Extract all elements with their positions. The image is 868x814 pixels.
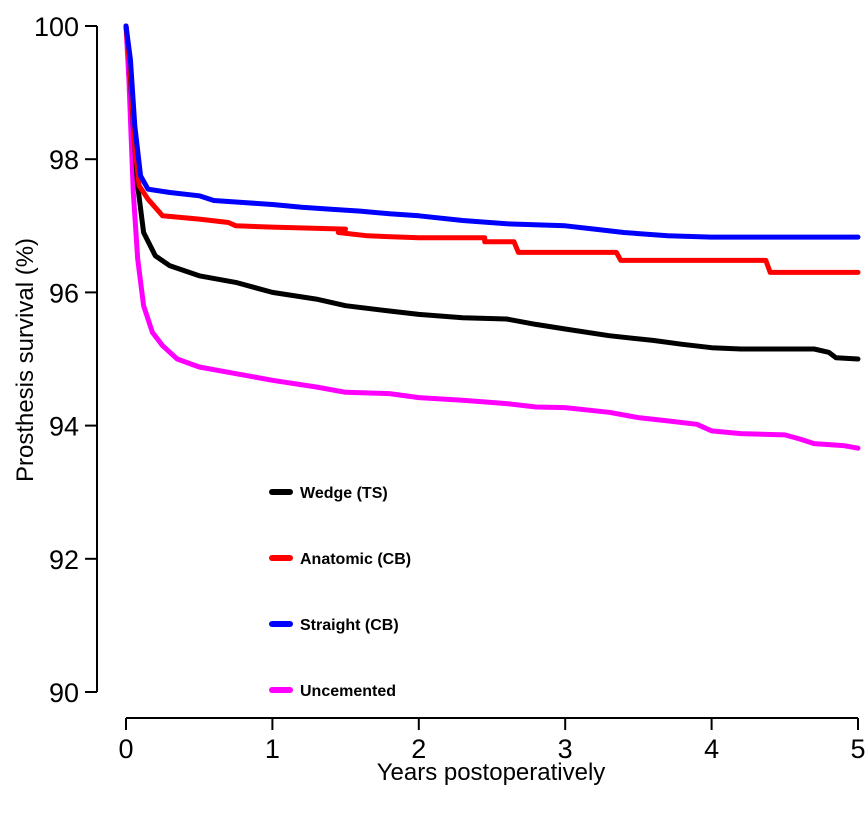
y-tick-label: 92 xyxy=(49,545,79,575)
series-line-anatomic-cb xyxy=(123,23,861,275)
series-lines xyxy=(123,23,861,451)
legend-label: Uncemented xyxy=(300,683,396,700)
x-axis: 0 1 2 3 4 5 xyxy=(118,717,866,764)
x-tick-label: 5 xyxy=(850,734,865,764)
x-tick-label: 0 xyxy=(118,734,133,764)
x-tick-label: 3 xyxy=(558,734,573,764)
y-tick-label: 94 xyxy=(49,412,79,442)
y-tick-label: 96 xyxy=(49,278,79,308)
x-tick-label: 4 xyxy=(704,734,719,764)
y-tick-label: 100 xyxy=(34,12,79,42)
y-tick-label: 98 xyxy=(49,145,79,175)
y-axis: 90 92 94 96 98 100 xyxy=(34,12,98,708)
legend-label: Straight (CB) xyxy=(300,617,399,634)
series-line-straight-cb xyxy=(123,23,861,240)
x-tick-label: 1 xyxy=(265,734,280,764)
series-line-uncemented xyxy=(123,23,861,451)
legend-label: Anatomic (CB) xyxy=(300,551,411,568)
legend: Wedge (TS) Anatomic (CB) Straight (CB) Unce… xyxy=(269,485,411,700)
series-line-wedge-ts xyxy=(123,23,861,362)
y-axis-title: Prosthesis survival (%) xyxy=(12,238,39,482)
legend-label: Wedge (TS) xyxy=(300,485,388,502)
x-tick-label: 2 xyxy=(411,734,426,764)
x-axis-title: Years postoperatively xyxy=(377,759,606,786)
y-tick-label: 90 xyxy=(49,678,79,708)
